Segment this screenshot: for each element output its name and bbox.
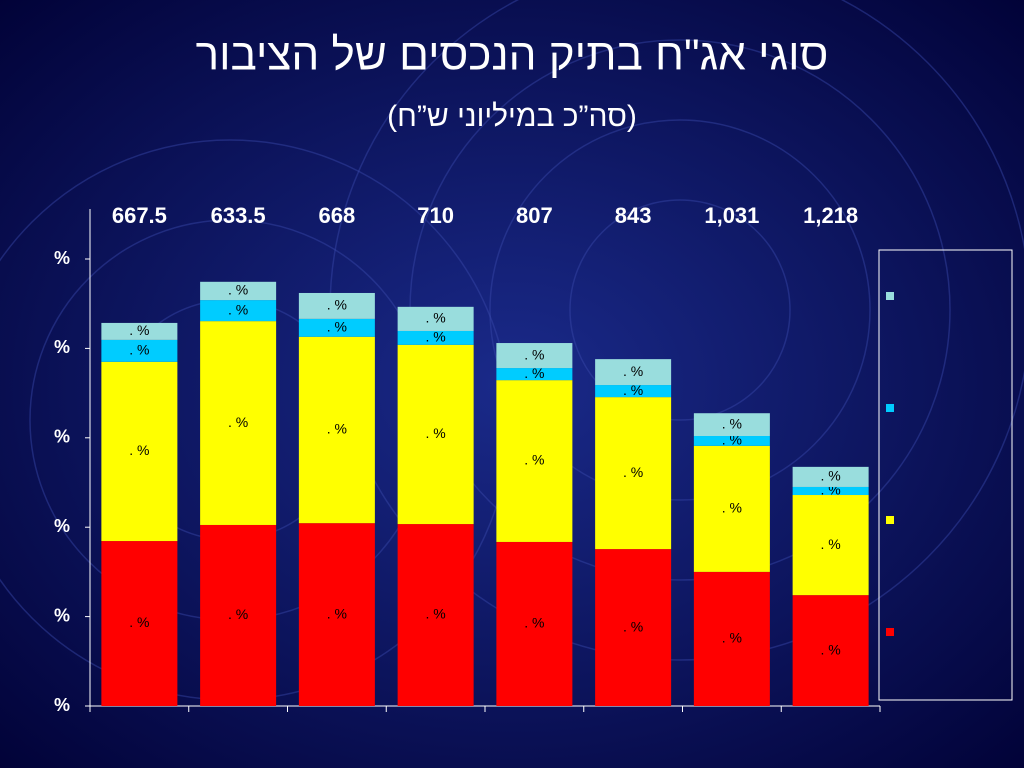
total-label: 668 (319, 203, 356, 228)
total-label: 667.5 (112, 203, 167, 228)
total-label: 843 (615, 203, 652, 228)
bar-segment (298, 336, 375, 524)
bar-value-label: . % (426, 310, 446, 326)
bar-segment (792, 466, 869, 487)
bar-value-label: . % (327, 421, 347, 437)
bar-segment (298, 523, 375, 706)
bar-value-label: . % (228, 606, 248, 622)
bar-value-label: . % (426, 425, 446, 441)
bar-value-label: . % (327, 297, 347, 313)
bar-segment (298, 318, 375, 337)
y-tick-label: % (54, 605, 70, 625)
bar-value-label: . % (228, 301, 248, 317)
bar-segment (200, 321, 277, 525)
bar-segment (200, 300, 277, 322)
bar-segment (693, 436, 770, 446)
legend-box (878, 249, 1013, 701)
bar-segment (496, 368, 573, 381)
bar-value-label: . % (129, 342, 149, 358)
bar-segment (101, 361, 178, 542)
bar-segment (693, 445, 770, 572)
bar-value-label: . % (129, 614, 149, 630)
bar-value-label: . % (821, 468, 841, 484)
legend-swatch (886, 516, 894, 524)
bar-segment (792, 495, 869, 596)
total-label: 633.5 (211, 203, 266, 228)
bar-value-label: . % (327, 605, 347, 621)
bar-value-label: . % (426, 606, 446, 622)
bar-segment (200, 524, 277, 706)
bar-segment (595, 397, 672, 550)
bar-segment (595, 359, 672, 386)
legend-swatch (886, 628, 894, 636)
bar-segment (298, 292, 375, 319)
bar-segment (496, 343, 573, 369)
y-tick-label: % (54, 427, 70, 447)
bar-value-label: . % (327, 319, 347, 335)
bar-value-label: . % (623, 363, 643, 379)
total-label: 1,031 (704, 203, 759, 228)
bar-segment (792, 595, 869, 706)
bar-segment (101, 339, 178, 362)
bar-segment (397, 524, 474, 706)
legend-swatch (886, 292, 894, 300)
bar-segment (397, 344, 474, 525)
bar-segment (101, 541, 178, 706)
y-tick-label: % (54, 695, 70, 715)
legend-swatch (886, 404, 894, 412)
chart-subtitle: (סה”כ במיליוני ש”ח) (387, 100, 637, 133)
y-tick-label: % (54, 516, 70, 536)
bar-value-label: . % (129, 442, 149, 458)
bar-value-label: . % (524, 615, 544, 631)
bar-segment (595, 385, 672, 398)
bar-segment (397, 306, 474, 331)
bar-value-label: . % (722, 630, 742, 646)
bar-value-label: . % (524, 365, 544, 381)
bar-segment (595, 549, 672, 706)
bar-value-label: . % (623, 618, 643, 634)
y-tick-label: % (54, 248, 70, 268)
bar-segment (200, 281, 277, 301)
bar-value-label: . % (722, 415, 742, 431)
chart-title: סוגי אג"ח בתיק הנכסים של הציבור (196, 31, 829, 80)
bar-segment (397, 330, 474, 345)
bar-value-label: . % (623, 382, 643, 398)
bar-segment (496, 380, 573, 542)
bar-segment (792, 486, 869, 496)
bar-segment (101, 322, 178, 340)
bar-segment (693, 571, 770, 706)
bar-value-label: . % (129, 322, 149, 338)
bar-value-label: . % (821, 641, 841, 657)
bar-value-label: . % (228, 414, 248, 430)
bar-value-label: . % (524, 452, 544, 468)
bar-value-label: . % (821, 536, 841, 552)
bar-value-label: . % (524, 346, 544, 362)
total-label: 807 (516, 203, 553, 228)
bar-segment (693, 413, 770, 437)
bar-value-label: . % (623, 464, 643, 480)
bar-value-label: . % (722, 500, 742, 516)
y-tick-label: % (54, 337, 70, 357)
total-label: 1,218 (803, 203, 858, 228)
bar-value-label: . % (426, 329, 446, 345)
bar-segment (496, 541, 573, 706)
total-label: 710 (417, 203, 454, 228)
bar-value-label: . % (228, 282, 248, 298)
